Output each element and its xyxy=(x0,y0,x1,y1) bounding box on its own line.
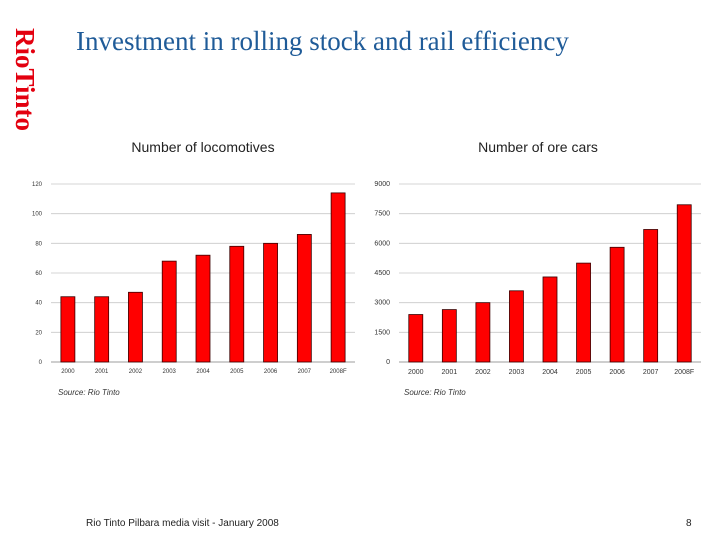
orecar-bar-2006 xyxy=(609,246,625,363)
loco-y-tick-label: 80 xyxy=(35,241,42,247)
loco-x-tick-label: 2007 xyxy=(298,369,312,375)
orecar-bar-2004 xyxy=(542,276,558,363)
loco-bar-2000 xyxy=(60,296,76,363)
orecar-bar-2005 xyxy=(576,262,591,363)
loco-y-tick-label: 20 xyxy=(35,330,42,336)
orecar-x-tick-label: 2008F xyxy=(674,369,694,376)
rio-tinto-logo: RioTinto xyxy=(10,28,40,131)
orecar-y-tick-label: 9000 xyxy=(374,181,390,188)
orecar-x-tick-label: 2003 xyxy=(509,369,525,376)
loco-bar-2007 xyxy=(296,234,312,363)
orecar-x-tick-label: 2005 xyxy=(576,369,592,376)
orecar-y-tick-label: 6000 xyxy=(374,240,390,247)
orecar-y-tick-label: 7500 xyxy=(374,211,390,218)
loco-y-tick-label: 100 xyxy=(32,212,43,218)
loco-x-tick-label: 2002 xyxy=(129,369,143,375)
orecar-bar-2002 xyxy=(475,302,491,363)
chart-title-ore-cars: Number of ore cars xyxy=(478,139,598,155)
loco-bar-2005 xyxy=(229,245,245,363)
loco-y-tick-label: 40 xyxy=(35,301,42,307)
orecar-y-tick-label: 3000 xyxy=(374,300,390,307)
loco-x-tick-label: 2006 xyxy=(264,369,278,375)
orecar-x-tick-label: 2006 xyxy=(609,369,625,376)
loco-bar-2002 xyxy=(128,291,143,363)
orecar-y-tick-label: 1500 xyxy=(374,329,390,336)
loco-y-tick-label: 60 xyxy=(35,271,42,277)
orecar-bar-2007 xyxy=(643,229,659,363)
orecar-bar-2001 xyxy=(441,309,457,363)
orecar-x-tick-label: 2000 xyxy=(408,369,424,376)
page-number: 8 xyxy=(686,518,692,529)
loco-x-tick-label: 2003 xyxy=(163,369,177,375)
loco-x-tick-label: 2008F xyxy=(330,369,347,375)
orecar-x-tick-label: 2004 xyxy=(542,369,558,376)
loco-x-tick-label: 2004 xyxy=(196,369,210,375)
loco-y-tick-label: 120 xyxy=(32,182,43,188)
loco-y-tick-label: 0 xyxy=(39,360,43,366)
orecar-x-tick-label: 2001 xyxy=(442,369,458,376)
loco-x-tick-label: 2001 xyxy=(95,369,109,375)
source-note-ore-cars: Source: Rio Tinto xyxy=(404,388,466,397)
source-note-locomotives: Source: Rio Tinto xyxy=(58,388,120,397)
orecar-x-tick-label: 2007 xyxy=(643,369,659,376)
orecar-bar-2008F xyxy=(676,204,692,363)
orecar-y-tick-label: 0 xyxy=(386,359,390,366)
orecar-y-tick-label: 4500 xyxy=(374,270,390,277)
orecar-bar-2003 xyxy=(509,290,524,363)
loco-x-tick-label: 2005 xyxy=(230,369,244,375)
loco-bar-2004 xyxy=(195,254,211,363)
loco-bar-2008F xyxy=(330,192,346,363)
chart-title-locomotives: Number of locomotives xyxy=(131,139,275,155)
loco-x-tick-label: 2000 xyxy=(61,369,75,375)
orecar-bar-2000 xyxy=(408,314,424,363)
orecar-x-tick-label: 2002 xyxy=(475,369,491,376)
loco-bar-2001 xyxy=(94,296,110,363)
loco-bar-2003 xyxy=(161,260,177,363)
loco-bar-2006 xyxy=(263,242,278,363)
footer-text: Rio Tinto Pilbara media visit - January … xyxy=(86,518,279,529)
logo-wordmark: RioTinto xyxy=(10,28,40,131)
slide-title: Investment in rolling stock and rail eff… xyxy=(76,26,569,56)
